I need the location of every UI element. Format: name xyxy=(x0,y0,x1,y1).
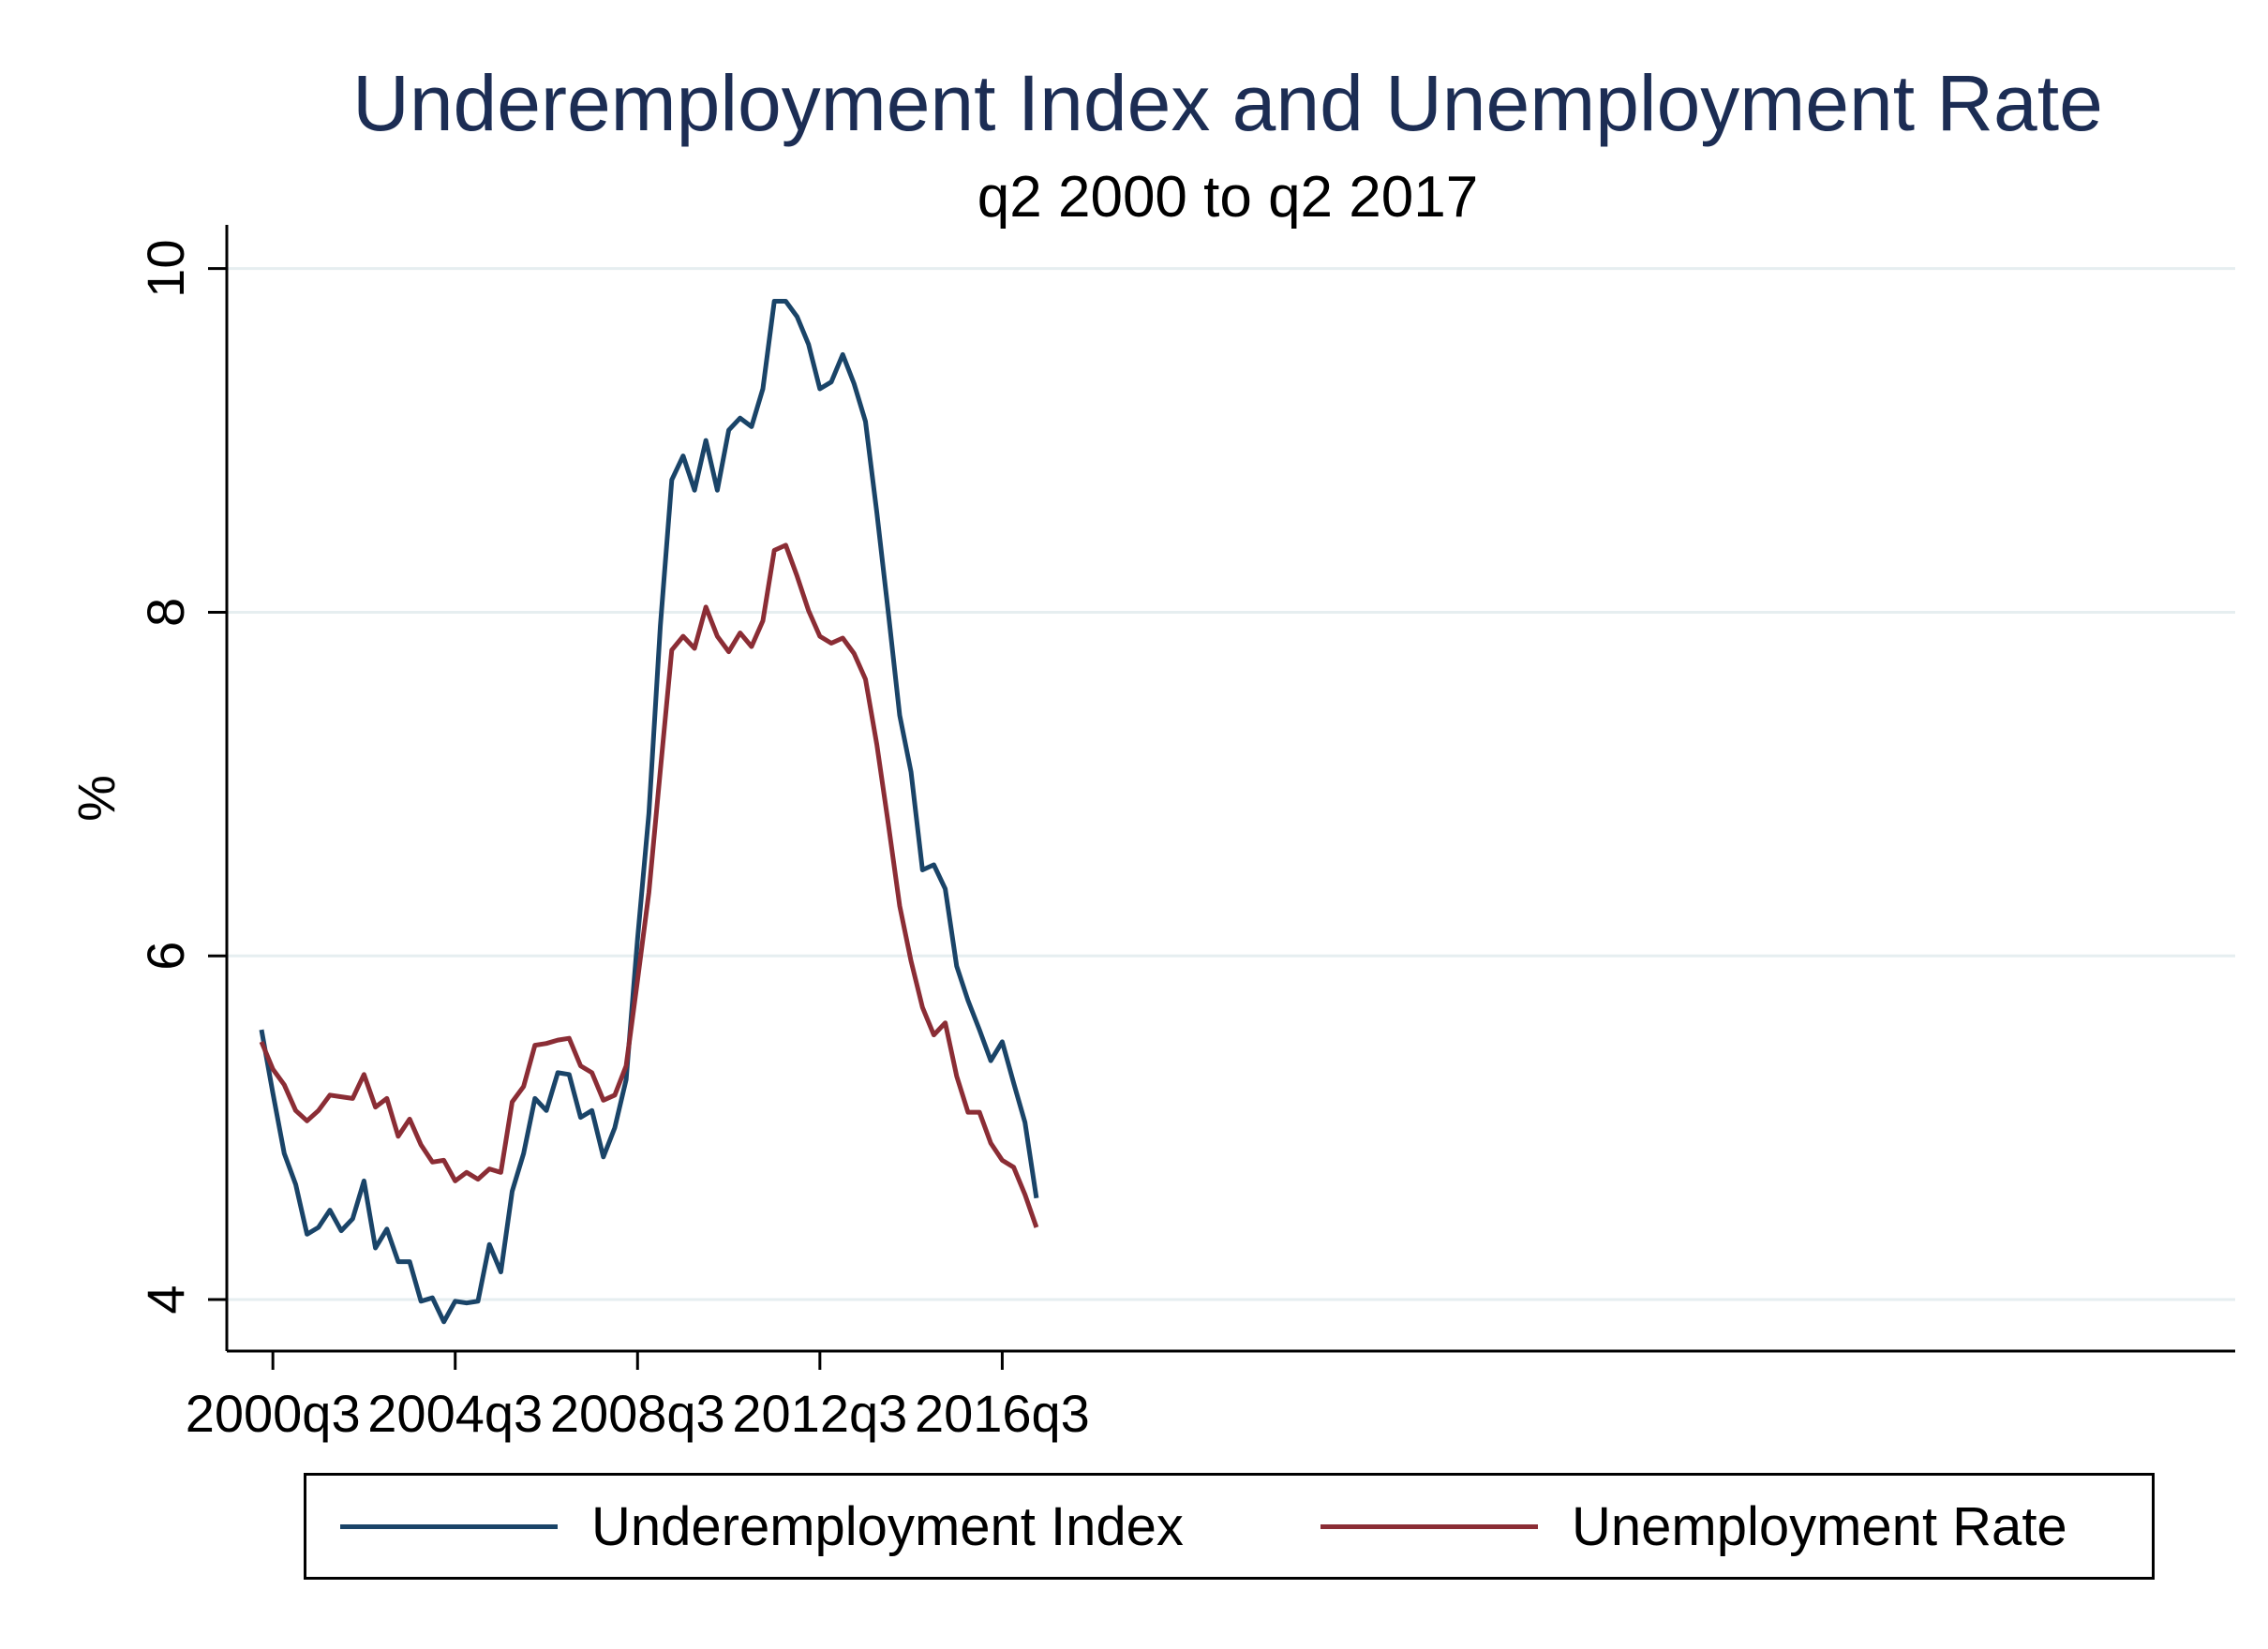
y-tick-label: 6 xyxy=(136,942,195,971)
x-tick-label: 2000q3 xyxy=(186,1384,361,1443)
series-line-underemployment xyxy=(259,299,1039,1325)
y-tick-label: 4 xyxy=(136,1285,195,1314)
y-tick-label: 10 xyxy=(136,240,195,298)
legend-swatch-unemployment xyxy=(1321,1523,1538,1529)
legend: Underemployment Index Unemployment Rate xyxy=(304,1473,2155,1580)
series-line-unemployment xyxy=(259,542,1039,1228)
x-tick-label: 2016q3 xyxy=(915,1384,1090,1443)
legend-label-unemployment: Unemployment Rate xyxy=(1572,1495,2067,1557)
x-tick-label: 2004q3 xyxy=(367,1384,543,1443)
y-axis-label: % xyxy=(67,775,126,822)
legend-label-underemployment: Underemployment Index xyxy=(591,1495,1184,1557)
tick-labels: 4 6 8 10 2000q3 2004q3 2008q3 2012q3 2016q3 xyxy=(136,240,1090,1443)
grid-lines xyxy=(227,267,2235,1301)
legend-item-unemployment: Unemployment Rate xyxy=(1321,1476,2067,1577)
legend-swatch-underemployment xyxy=(340,1523,558,1529)
x-tick-label: 2008q3 xyxy=(550,1384,725,1443)
y-tick-label: 8 xyxy=(136,598,195,627)
line-chart: 4 6 8 10 2000q3 2004q3 2008q3 2012q3 2016q3 % xyxy=(67,225,2235,1443)
series-lines xyxy=(259,299,1039,1325)
chart-subtitle: q2 2000 to q2 2017 xyxy=(977,165,1479,230)
x-tick-label: 2012q3 xyxy=(732,1384,907,1443)
axes xyxy=(208,225,2235,1370)
chart-title: Underemployment Index and Unemployment R… xyxy=(352,59,2103,147)
legend-item-underemployment: Underemployment Index xyxy=(340,1476,1184,1577)
